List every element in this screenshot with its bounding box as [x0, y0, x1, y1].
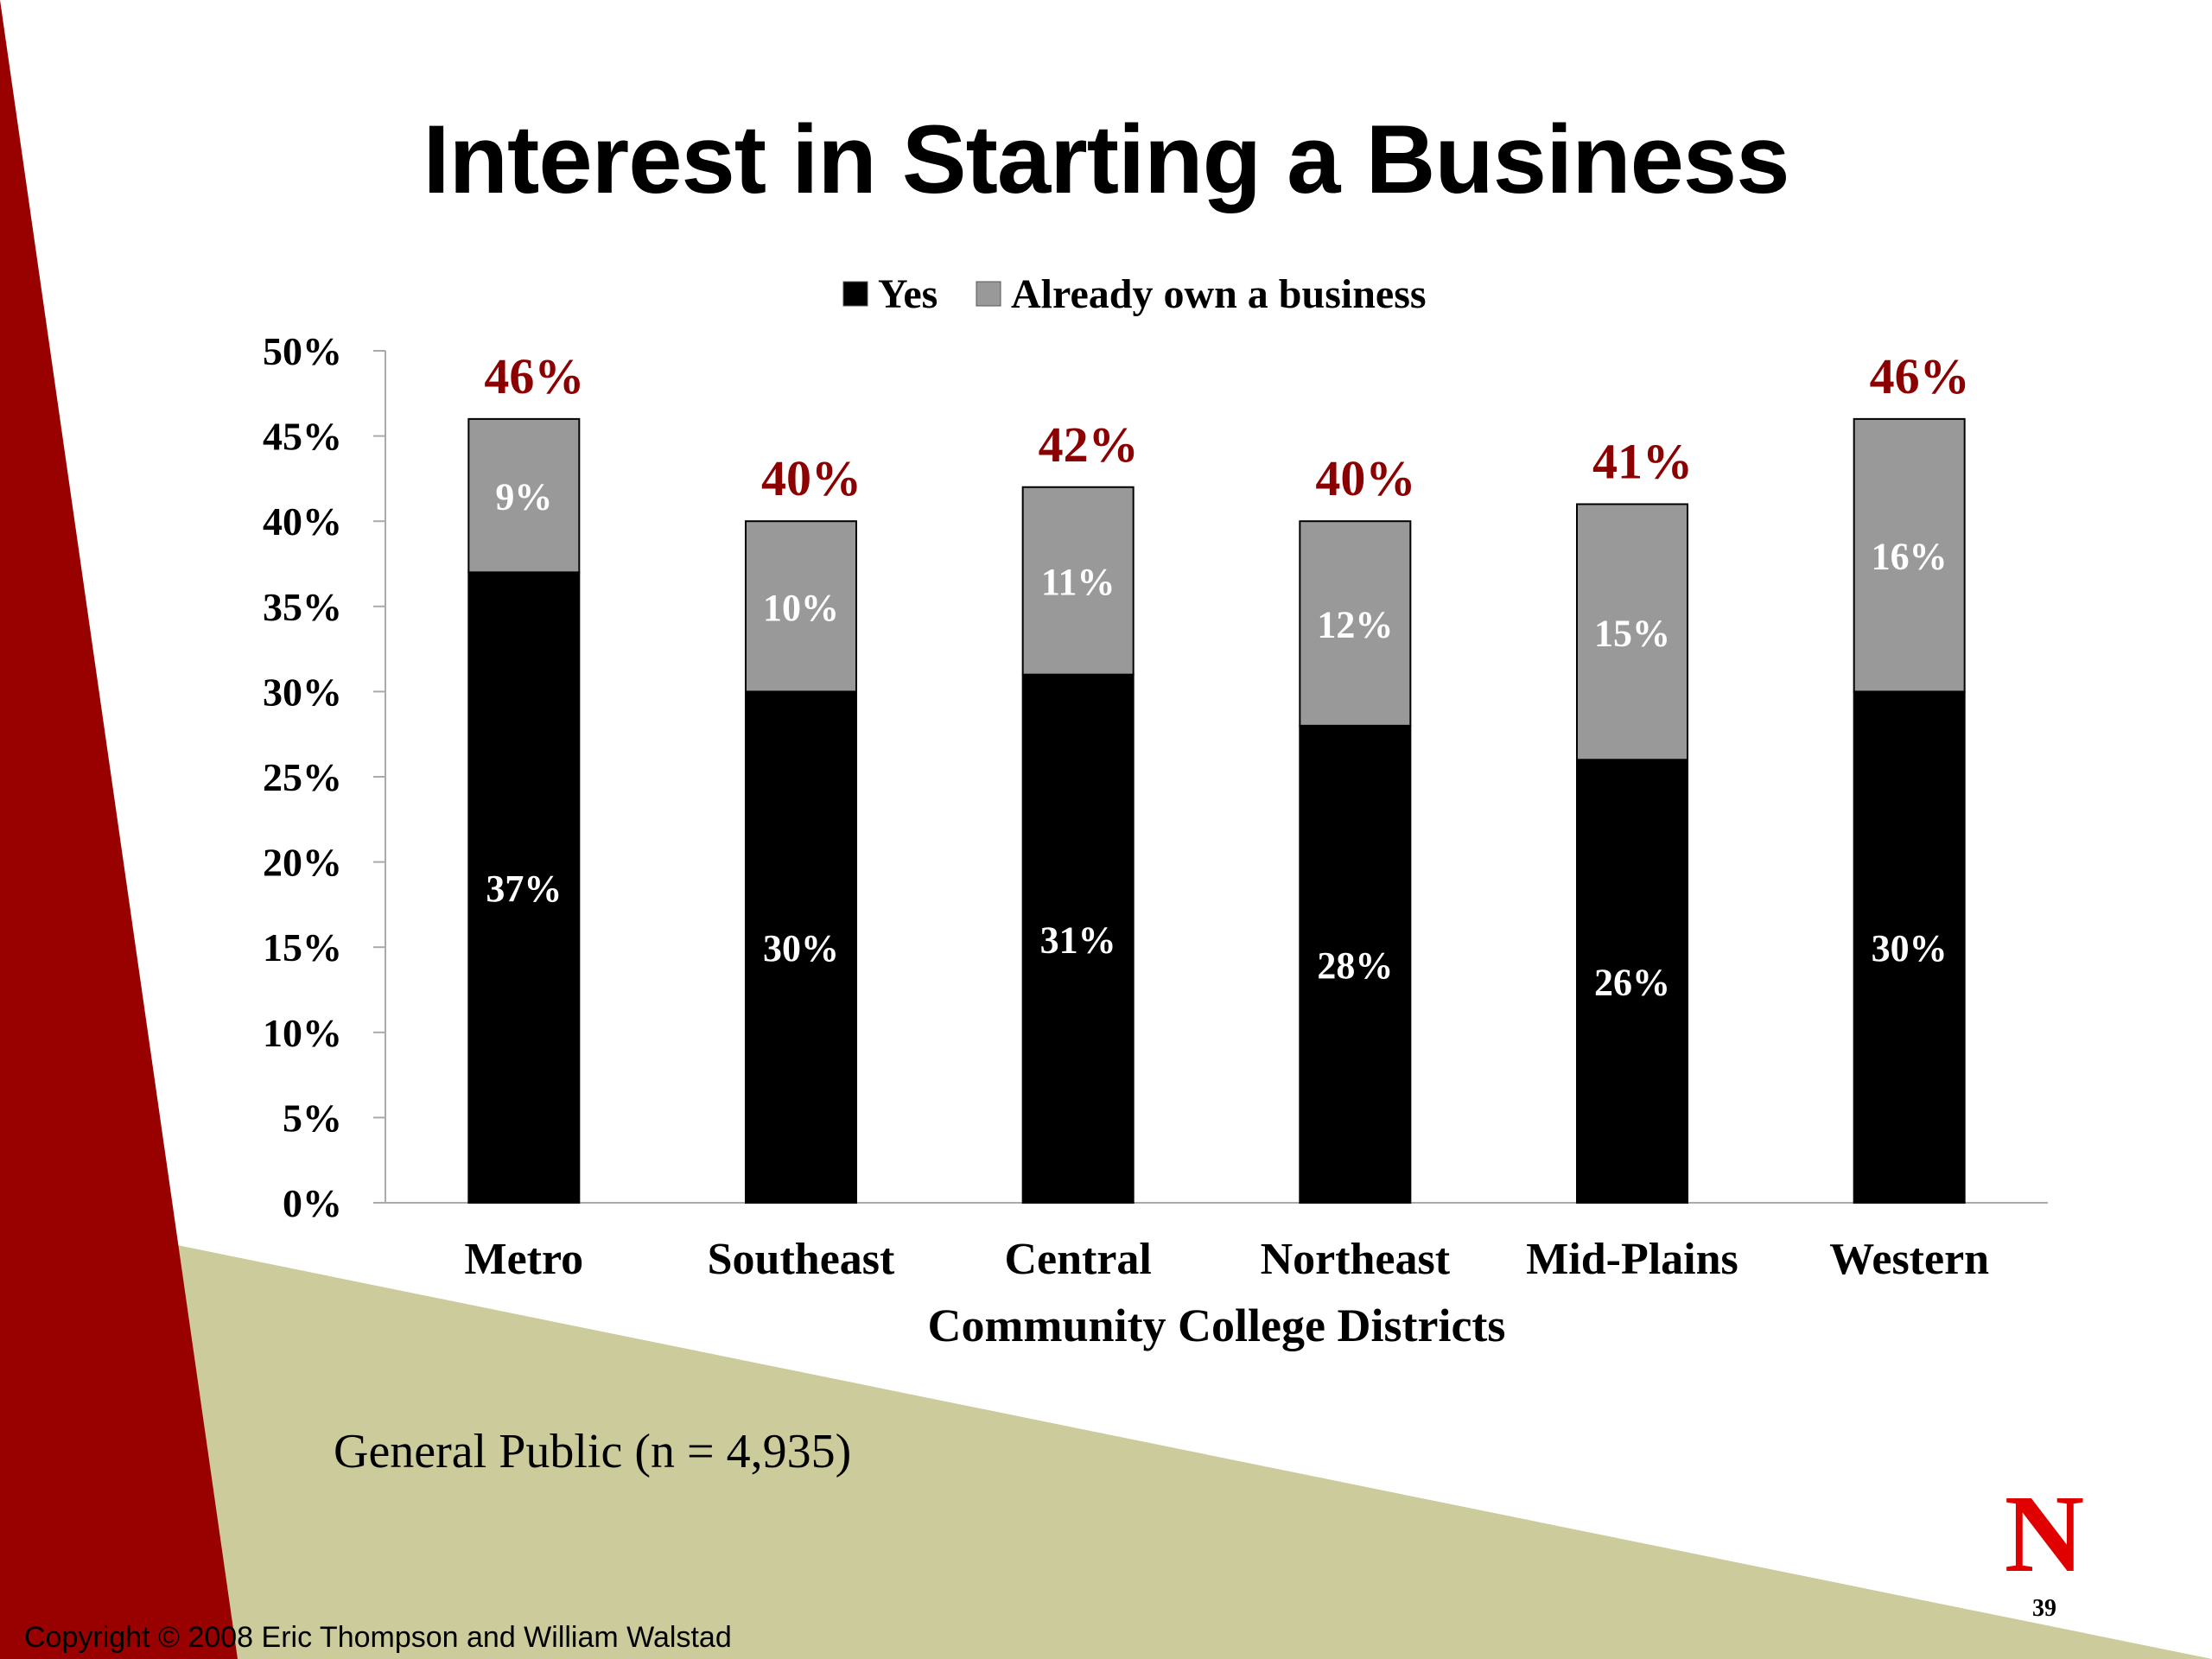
- data-label: 16%: [1872, 536, 1948, 578]
- bar-segment: [1853, 417, 1966, 693]
- y-tick-label: 40%: [263, 499, 342, 543]
- x-tick-label: Central: [1004, 1235, 1151, 1284]
- bar-segment: [1021, 486, 1135, 676]
- total-label: 40%: [1315, 450, 1415, 506]
- bar-segment: [1853, 690, 1966, 1204]
- total-label: 46%: [1870, 348, 1970, 404]
- x-tick-label: Metro: [465, 1235, 584, 1284]
- y-tick-label: 45%: [263, 415, 342, 459]
- y-tick-label: 25%: [263, 755, 342, 799]
- data-label: 9%: [495, 476, 552, 518]
- bar-segment: [1576, 503, 1688, 761]
- bar-segment: [1576, 759, 1688, 1204]
- legend-swatch: [842, 281, 868, 307]
- y-tick-label: 50%: [263, 329, 342, 373]
- y-tick-label: 0%: [283, 1181, 342, 1225]
- data-label: 28%: [1317, 944, 1393, 987]
- x-tick-label: Mid-Plains: [1526, 1235, 1738, 1284]
- y-tick-label: 20%: [263, 841, 342, 885]
- bar-segment: [1299, 520, 1412, 727]
- data-label: 26%: [1594, 962, 1670, 1004]
- x-axis-title: Community College Districts: [928, 1300, 1506, 1351]
- x-tick-label: Northeast: [1261, 1235, 1451, 1284]
- bar-segment: [1299, 724, 1412, 1204]
- legend-label: Yes: [878, 271, 938, 317]
- bar-segment: [745, 520, 857, 693]
- y-tick-label: 10%: [263, 1011, 342, 1055]
- legend-label: Already own a business: [1011, 271, 1427, 317]
- copyright-text: Copyright © 2008 Eric Thompson and Willi…: [24, 1621, 732, 1654]
- bar-segment: [467, 417, 581, 574]
- data-label: 15%: [1594, 612, 1670, 654]
- nebraska-n-logo: N: [2003, 1484, 2086, 1581]
- khaki-wedge: [173, 1244, 2212, 1659]
- x-tick-label: Western: [1829, 1235, 1989, 1284]
- y-tick-label: 5%: [283, 1096, 342, 1140]
- bar-segment: [467, 571, 581, 1204]
- bar-segment: [745, 690, 857, 1204]
- data-label: 10%: [763, 587, 839, 629]
- maroon-wedge: [0, 0, 238, 1659]
- data-label: 12%: [1317, 604, 1393, 646]
- data-label: 37%: [486, 868, 562, 910]
- data-label: 30%: [763, 927, 839, 969]
- sample-note: General Public (n = 4,935): [334, 1425, 852, 1478]
- logo-letter: N: [2005, 1484, 2084, 1581]
- total-label: 46%: [484, 348, 584, 404]
- slide-number: 39: [2032, 1595, 2056, 1622]
- y-tick-label: 35%: [263, 585, 342, 629]
- bar-segment: [1021, 673, 1135, 1204]
- data-label: 30%: [1872, 927, 1948, 969]
- total-label: 42%: [1039, 416, 1139, 473]
- data-label: 11%: [1041, 561, 1116, 603]
- y-tick-label: 15%: [263, 925, 342, 969]
- y-tick-label: 30%: [263, 670, 342, 714]
- total-label: 40%: [761, 450, 861, 506]
- total-label: 41%: [1592, 433, 1693, 489]
- data-label: 31%: [1040, 918, 1116, 961]
- legend-swatch: [976, 281, 1001, 307]
- slide-title: Interest in Starting a Business: [423, 105, 1790, 213]
- x-tick-label: Southeast: [708, 1235, 895, 1284]
